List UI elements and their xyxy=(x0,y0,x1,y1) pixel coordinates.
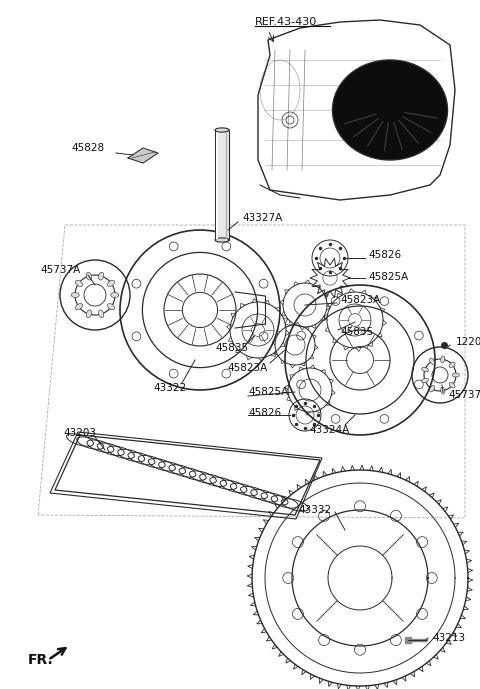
Text: 43213: 43213 xyxy=(432,633,465,643)
Ellipse shape xyxy=(98,272,104,280)
Text: 45828: 45828 xyxy=(72,143,105,153)
Text: 45825A: 45825A xyxy=(248,387,288,397)
Ellipse shape xyxy=(430,358,434,364)
Ellipse shape xyxy=(441,356,445,363)
Ellipse shape xyxy=(449,362,455,367)
Ellipse shape xyxy=(215,238,229,242)
Ellipse shape xyxy=(441,387,445,394)
Ellipse shape xyxy=(449,382,455,388)
Text: 45835: 45835 xyxy=(216,343,249,353)
Text: 43324A: 43324A xyxy=(310,425,350,435)
Text: REF.43-430: REF.43-430 xyxy=(255,17,317,27)
Text: 45825A: 45825A xyxy=(368,272,408,282)
Polygon shape xyxy=(128,148,158,163)
Polygon shape xyxy=(215,130,229,240)
Ellipse shape xyxy=(98,310,104,318)
Text: FR.: FR. xyxy=(28,653,54,667)
Ellipse shape xyxy=(333,60,447,160)
Ellipse shape xyxy=(452,373,459,377)
Text: 45826: 45826 xyxy=(368,250,401,260)
Ellipse shape xyxy=(215,128,229,132)
Text: 45835: 45835 xyxy=(340,327,373,337)
Text: 1220FS: 1220FS xyxy=(456,337,480,347)
Ellipse shape xyxy=(430,386,434,392)
Ellipse shape xyxy=(86,310,92,318)
Text: 45737A: 45737A xyxy=(40,265,80,275)
Text: 45826: 45826 xyxy=(248,408,281,418)
Ellipse shape xyxy=(422,367,429,372)
Ellipse shape xyxy=(111,293,119,298)
Text: 45737A: 45737A xyxy=(448,390,480,400)
Text: 45823A: 45823A xyxy=(340,295,380,305)
Ellipse shape xyxy=(422,378,429,382)
Text: 43327A: 43327A xyxy=(242,213,282,223)
Ellipse shape xyxy=(71,293,79,298)
Ellipse shape xyxy=(75,304,83,310)
Text: 43332: 43332 xyxy=(298,505,331,515)
Text: 43322: 43322 xyxy=(154,383,187,393)
Ellipse shape xyxy=(108,280,115,287)
Ellipse shape xyxy=(75,280,83,287)
Text: 45823A: 45823A xyxy=(228,363,268,373)
Text: 43203: 43203 xyxy=(63,428,96,438)
Ellipse shape xyxy=(108,304,115,310)
Ellipse shape xyxy=(86,272,92,280)
